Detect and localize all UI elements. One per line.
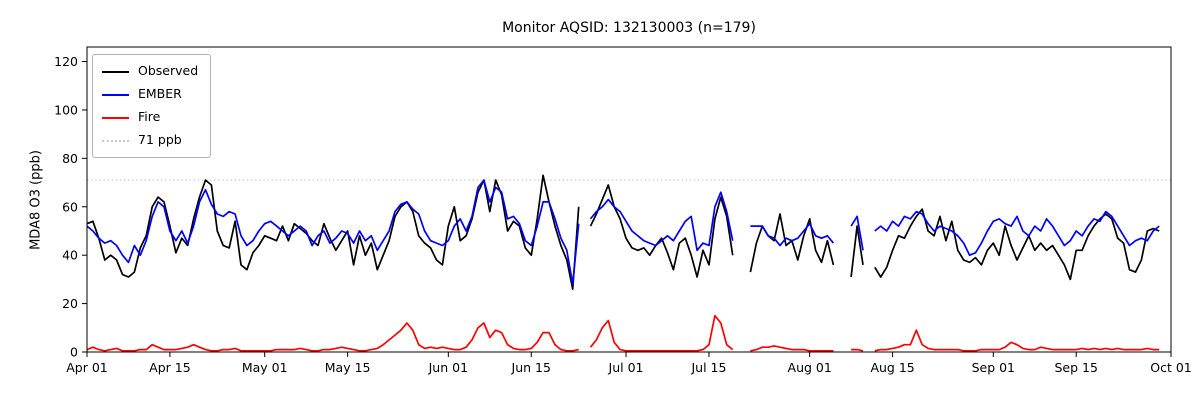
y-axis-ticks: 0 20 40 60 80 100 120 (54, 54, 87, 360)
legend-line-sample-threshold (102, 139, 129, 142)
y-tick-label: 80 (62, 151, 78, 166)
x-tick-label: Apr 15 (149, 360, 191, 375)
legend-item-observed: Observed (102, 62, 198, 81)
y-tick-label: 120 (54, 54, 78, 69)
x-tick-label: Sep 15 (1054, 360, 1097, 375)
y-tick-label: 100 (54, 102, 78, 117)
series-lines (86, 174, 1160, 352)
x-tick-label: Aug 01 (788, 360, 832, 375)
x-tick-label: May 01 (242, 360, 288, 375)
y-tick-label: 0 (70, 345, 78, 360)
legend-label-observed: Observed (138, 63, 199, 79)
x-tick-label: Apr 01 (66, 360, 108, 375)
x-tick-label: Jun 01 (428, 360, 468, 375)
series-ember (86, 179, 1160, 286)
x-tick-label: Sep 01 (972, 360, 1015, 375)
x-axis-ticks: Apr 01 Apr 15 May 01 May 15 Jun 01 Jun 15 Jul … (66, 352, 1192, 375)
legend-item-ember: EMBER (102, 85, 198, 104)
y-tick-label: 40 (62, 248, 78, 263)
x-tick-label: Jun 15 (511, 360, 551, 375)
series-fire (86, 314, 1160, 352)
legend: Observed EMBER Fire 71 ppb (92, 54, 212, 158)
legend-line-sample-ember (102, 93, 129, 96)
x-tick-label: Oct 01 (1150, 360, 1192, 375)
x-tick-label: Jul 01 (608, 360, 644, 375)
x-tick-label: Aug 15 (870, 360, 914, 375)
plot-border (86, 46, 1172, 353)
x-tick-label: May 15 (325, 360, 371, 375)
x-tick-label: Jul 15 (690, 360, 726, 375)
legend-label-ember: EMBER (138, 86, 182, 102)
legend-line-sample-fire (102, 116, 129, 119)
y-tick-label: 60 (62, 199, 78, 214)
legend-line-sample-observed (102, 70, 129, 73)
legend-item-threshold: 71 ppb (102, 131, 198, 150)
chart-title: Monitor AQSID: 132130003 (n=179) (502, 20, 756, 36)
legend-item-fire: Fire (102, 108, 198, 127)
legend-label-threshold: 71 ppb (138, 132, 182, 148)
y-tick-label: 20 (62, 296, 78, 311)
legend-label-fire: Fire (138, 109, 161, 125)
series-observed (86, 174, 1160, 290)
